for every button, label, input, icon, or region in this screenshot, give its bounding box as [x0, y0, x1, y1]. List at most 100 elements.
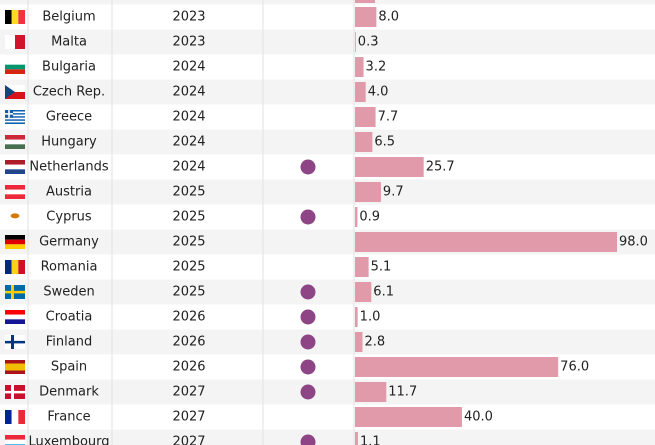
- country: Cyprus: [46, 210, 92, 225]
- year: 2025: [172, 235, 205, 250]
- flag: [5, 35, 25, 49]
- row-background: [0, 54, 655, 80]
- bar: [355, 332, 363, 352]
- bar: [355, 307, 358, 327]
- flag-part: [5, 116, 25, 118]
- bar: [355, 282, 372, 302]
- status-dot: [300, 309, 316, 325]
- year: 2025: [172, 210, 205, 225]
- flag-part: [5, 110, 25, 112]
- year: 2025: [172, 185, 205, 200]
- value-label: 9.7: [383, 185, 404, 200]
- flag: [5, 210, 25, 224]
- flag-part: [5, 235, 25, 240]
- row-background: [0, 179, 655, 205]
- bar: [355, 357, 559, 377]
- flag-part: [5, 120, 25, 123]
- value-label: 6.1: [373, 285, 394, 300]
- flag-part: [11, 410, 19, 424]
- row: Cyprus 2025 0.9: [0, 204, 655, 230]
- row-background: [0, 104, 655, 130]
- country: Belgium: [42, 10, 95, 25]
- year: 2025: [172, 260, 205, 275]
- row: Malta 2023 0.3: [0, 29, 655, 55]
- bar: [355, 57, 364, 77]
- flag-part: [5, 113, 25, 115]
- row: Croatia 2026 1.0: [0, 304, 655, 330]
- flag: [5, 335, 25, 349]
- year: 2027: [172, 410, 205, 425]
- value-label: 5.1: [371, 260, 392, 275]
- row-background: [0, 429, 655, 445]
- year: 2024: [172, 60, 205, 75]
- year: 2025: [172, 285, 205, 300]
- flag-part: [18, 410, 25, 424]
- bar: [355, 132, 373, 152]
- flag-part: [5, 290, 25, 294]
- row-background: [0, 129, 655, 155]
- country: Greece: [46, 110, 92, 125]
- flag-part: [5, 117, 25, 120]
- bar: [355, 257, 369, 277]
- year: 2026: [172, 310, 205, 325]
- country: Austria: [46, 185, 92, 200]
- bar: [355, 432, 358, 445]
- bar: [355, 7, 377, 27]
- flag: [5, 85, 25, 99]
- column-lines: [27, 0, 355, 445]
- year: 2023: [172, 10, 205, 25]
- country: Netherlands: [29, 160, 108, 175]
- flag: [5, 135, 25, 149]
- row: Belgium 2023 8.0: [0, 4, 655, 30]
- bar: [355, 207, 358, 227]
- flag-part: [18, 10, 25, 24]
- flag-part: [5, 111, 25, 114]
- row: Austria 2025 9.7: [0, 179, 655, 205]
- year: 2024: [172, 85, 205, 100]
- flag-part: [10, 213, 20, 219]
- row-background: [0, 154, 655, 180]
- rows: Belgium 2023 8.0 Malta 2023 0.3 Bulgaria 2024 3.…: [0, 4, 655, 445]
- flag-part: [5, 319, 25, 324]
- country: France: [47, 410, 90, 425]
- year: 2026: [172, 335, 205, 350]
- bar: [355, 157, 424, 177]
- status-dot: [300, 284, 316, 300]
- flag-part: [5, 435, 25, 440]
- year: 2024: [172, 135, 205, 150]
- row: Greece 2024 7.7: [0, 104, 655, 130]
- country: Malta: [51, 35, 87, 50]
- flag: [5, 235, 25, 249]
- flag-part: [15, 35, 25, 49]
- value-label: 4.0: [368, 85, 389, 100]
- bar: [355, 182, 381, 202]
- country: Germany: [39, 235, 99, 250]
- flag-part: [5, 260, 12, 274]
- flag-part: [5, 239, 25, 245]
- value-label: 1.1: [360, 435, 381, 445]
- status-dot: [300, 384, 316, 400]
- value-label: 6.5: [374, 135, 395, 150]
- flag-part: [5, 169, 25, 174]
- country: Luxembourg: [28, 435, 109, 445]
- row-background: [0, 379, 655, 405]
- value-label: 0.3: [358, 35, 379, 50]
- flag-part: [5, 85, 25, 92]
- flag: [5, 185, 25, 199]
- flag-part: [5, 340, 25, 344]
- row: France 2027 40.0: [0, 404, 655, 430]
- flag-part: [5, 64, 25, 70]
- flag: [5, 60, 25, 74]
- bar: [355, 107, 376, 127]
- country: Sweden: [43, 285, 94, 300]
- row-background: [0, 254, 655, 280]
- row: Finland 2026 2.8: [0, 329, 655, 355]
- country: Denmark: [39, 385, 99, 400]
- flag-part: [5, 439, 25, 445]
- bar: [355, 407, 462, 427]
- row: Luxembourg 2027 1.1: [0, 429, 655, 445]
- row-background: [0, 329, 655, 355]
- value-label: 2.8: [364, 335, 385, 350]
- flag-part: [5, 119, 25, 121]
- value-label: 3.2: [366, 60, 387, 75]
